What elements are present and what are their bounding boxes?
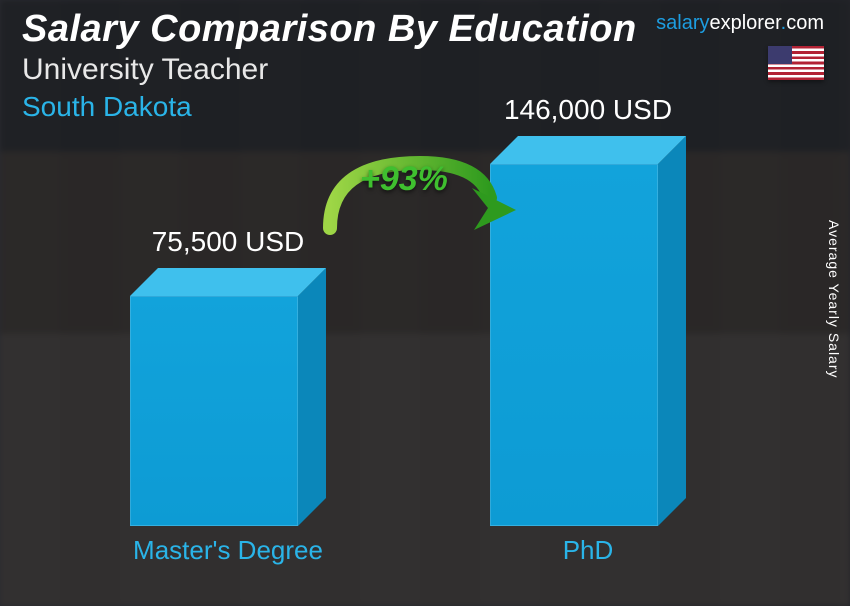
brand-logo: salaryexplorer.com	[656, 12, 824, 35]
brand-part4: com	[786, 12, 824, 34]
us-flag-icon	[768, 46, 824, 80]
bar-category-label: Master's Degree	[130, 535, 326, 566]
bar-value-label: 146,000 USD	[490, 94, 686, 126]
bar-side	[298, 268, 326, 526]
chart-location: South Dakota	[22, 91, 828, 123]
bar-top	[130, 268, 326, 296]
chart-subtitle: University Teacher	[22, 53, 828, 87]
bar-side	[658, 136, 686, 526]
percent-increase: +93%	[360, 160, 448, 199]
bar-front	[130, 296, 298, 526]
brand-part2: explorer	[709, 12, 780, 34]
increase-arrow: +93%	[310, 148, 530, 268]
bar-value-label: 75,500 USD	[130, 226, 326, 258]
brand-part1: salary	[656, 12, 709, 34]
bar-category-label: PhD	[490, 535, 686, 566]
